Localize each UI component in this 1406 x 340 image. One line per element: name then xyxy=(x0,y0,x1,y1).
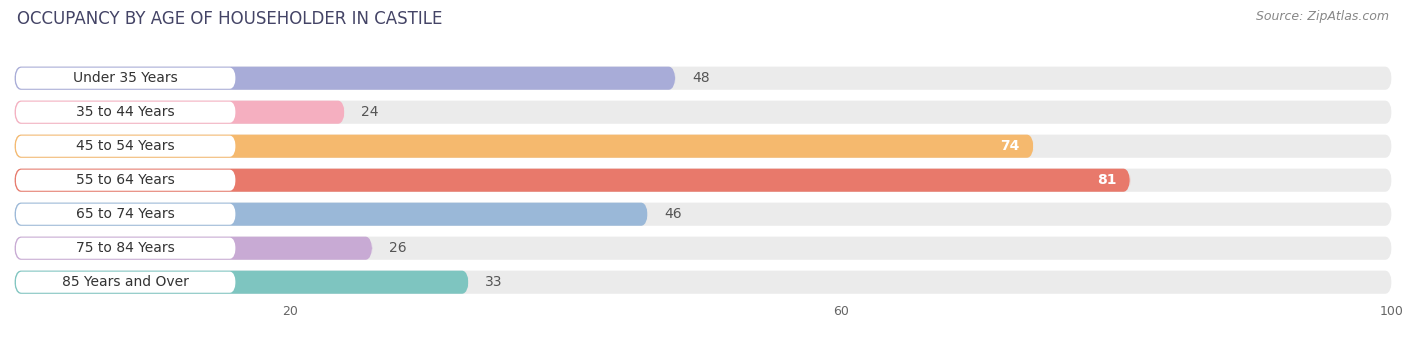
FancyBboxPatch shape xyxy=(14,135,1033,158)
Text: 33: 33 xyxy=(485,275,503,289)
FancyBboxPatch shape xyxy=(14,101,344,124)
Text: 81: 81 xyxy=(1097,173,1116,187)
Text: Under 35 Years: Under 35 Years xyxy=(73,71,179,85)
FancyBboxPatch shape xyxy=(14,67,675,90)
FancyBboxPatch shape xyxy=(14,135,1392,158)
FancyBboxPatch shape xyxy=(14,169,1392,192)
Text: 55 to 64 Years: 55 to 64 Years xyxy=(76,173,174,187)
FancyBboxPatch shape xyxy=(14,271,468,294)
Text: Source: ZipAtlas.com: Source: ZipAtlas.com xyxy=(1256,10,1389,23)
FancyBboxPatch shape xyxy=(14,203,648,226)
FancyBboxPatch shape xyxy=(14,237,373,260)
FancyBboxPatch shape xyxy=(15,170,236,191)
Text: 65 to 74 Years: 65 to 74 Years xyxy=(76,207,174,221)
FancyBboxPatch shape xyxy=(15,238,236,259)
Text: 35 to 44 Years: 35 to 44 Years xyxy=(76,105,174,119)
FancyBboxPatch shape xyxy=(14,67,1392,90)
FancyBboxPatch shape xyxy=(14,203,1392,226)
FancyBboxPatch shape xyxy=(14,169,1130,192)
Text: 75 to 84 Years: 75 to 84 Years xyxy=(76,241,174,255)
Text: 74: 74 xyxy=(1001,139,1019,153)
FancyBboxPatch shape xyxy=(14,271,1392,294)
FancyBboxPatch shape xyxy=(15,102,236,123)
FancyBboxPatch shape xyxy=(15,68,236,89)
FancyBboxPatch shape xyxy=(14,237,1392,260)
Text: 45 to 54 Years: 45 to 54 Years xyxy=(76,139,174,153)
FancyBboxPatch shape xyxy=(15,204,236,225)
Text: OCCUPANCY BY AGE OF HOUSEHOLDER IN CASTILE: OCCUPANCY BY AGE OF HOUSEHOLDER IN CASTI… xyxy=(17,10,443,28)
Text: 48: 48 xyxy=(692,71,710,85)
FancyBboxPatch shape xyxy=(15,136,236,157)
Text: 24: 24 xyxy=(361,105,378,119)
Text: 46: 46 xyxy=(665,207,682,221)
FancyBboxPatch shape xyxy=(15,272,236,293)
Text: 26: 26 xyxy=(389,241,406,255)
Text: 85 Years and Over: 85 Years and Over xyxy=(62,275,188,289)
FancyBboxPatch shape xyxy=(14,101,1392,124)
